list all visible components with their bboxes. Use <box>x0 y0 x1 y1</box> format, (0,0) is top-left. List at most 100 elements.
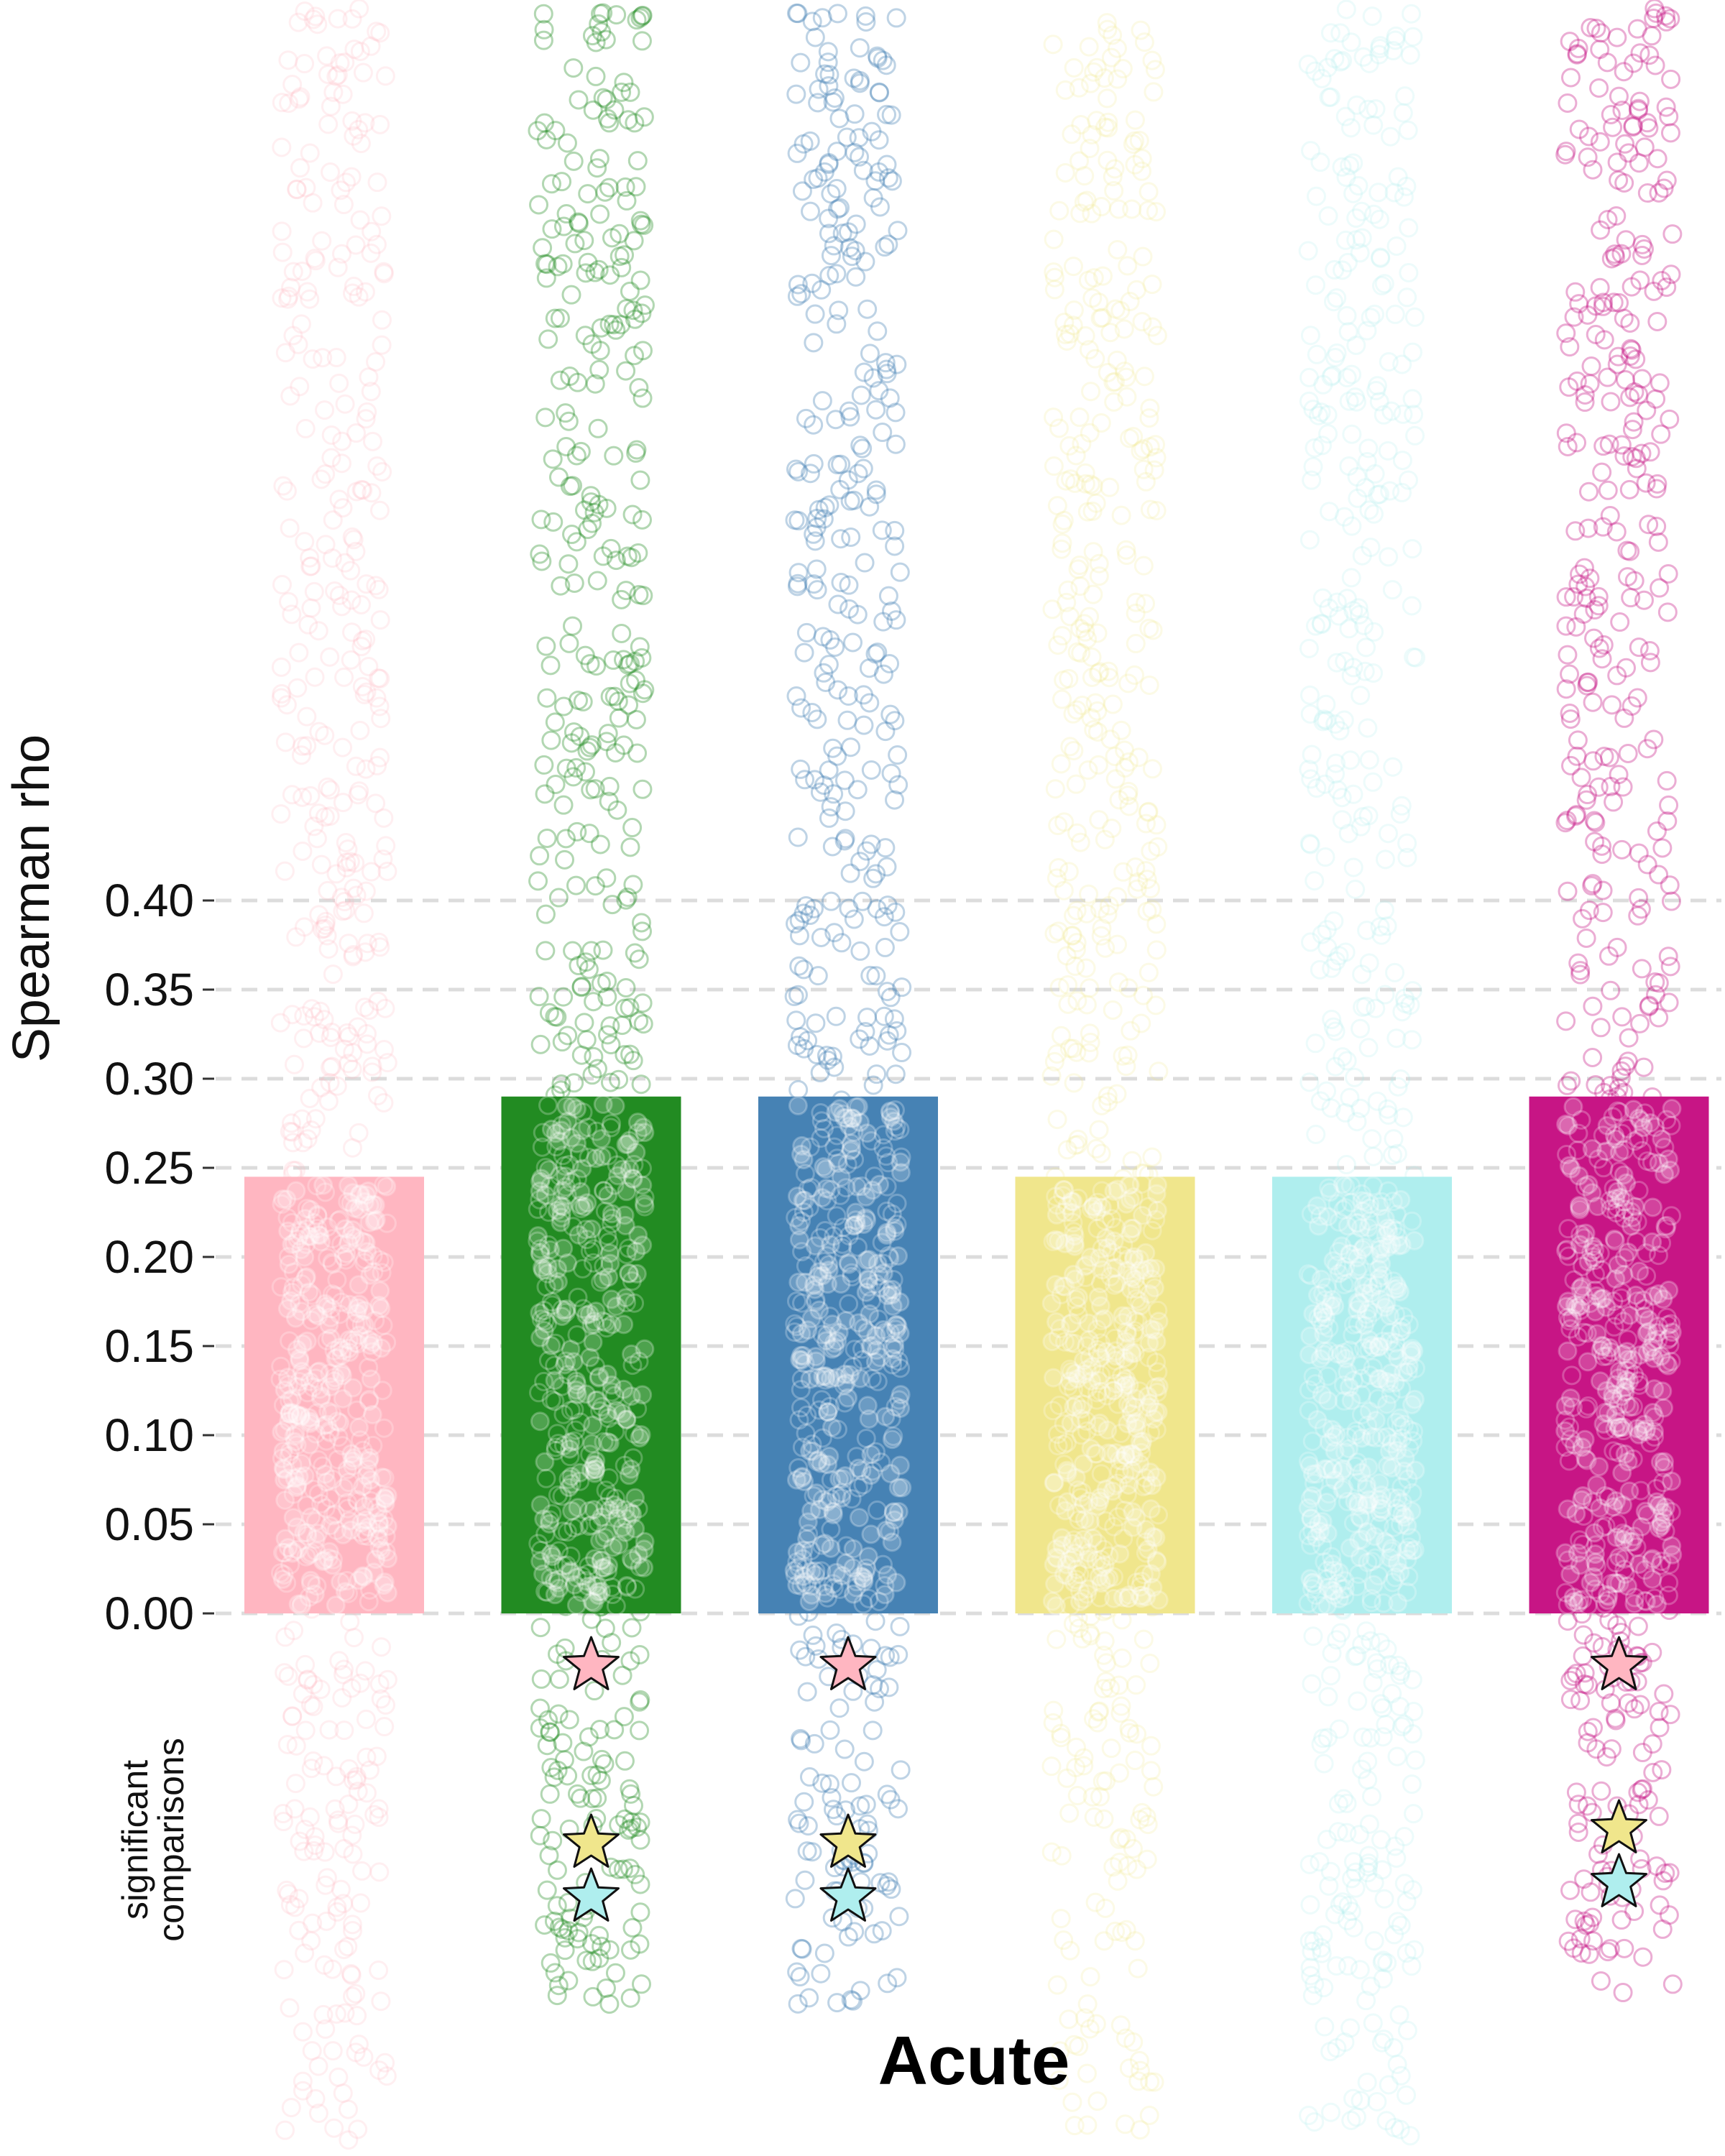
jitter-point <box>328 65 348 85</box>
jitter-point <box>1385 962 1405 982</box>
jitter-point <box>600 1016 620 1036</box>
jitter-point <box>288 334 308 354</box>
jitter-point <box>1137 870 1157 890</box>
jitter-point <box>272 242 293 262</box>
jitter-point <box>1612 1007 1632 1027</box>
jitter-point <box>1141 841 1161 861</box>
jitter-point <box>807 508 827 528</box>
jitter-point <box>868 642 888 663</box>
jitter-point <box>1143 1526 1163 1547</box>
jitter-point <box>796 408 816 428</box>
jitter-point <box>298 1670 318 1690</box>
jitter-point <box>850 147 870 167</box>
jitter-point <box>1045 779 1065 799</box>
jitter-point <box>601 1035 621 1055</box>
jitter-point <box>1650 578 1670 598</box>
jitter-point <box>530 1698 551 1718</box>
jitter-point <box>1070 1592 1090 1612</box>
jitter-point <box>539 1003 559 1023</box>
jitter-point <box>1084 1807 1104 1827</box>
jitter-point <box>547 1986 567 2006</box>
jitter-point <box>1561 1071 1581 1091</box>
jitter-point <box>618 655 638 675</box>
jitter-point <box>596 1978 616 1998</box>
jitter-point <box>1385 304 1405 324</box>
jitter-point <box>1049 201 1070 221</box>
jitter-point <box>282 1005 303 1025</box>
jitter-point <box>831 573 851 593</box>
jitter-point <box>787 1962 807 1982</box>
jitter-point <box>1115 740 1135 760</box>
jitter-point <box>277 1734 298 1754</box>
jitter-point <box>1346 880 1366 900</box>
jitter-point <box>612 589 632 609</box>
jitter-point <box>278 289 298 309</box>
jitter-point <box>1329 1263 1349 1284</box>
jitter-point <box>348 1017 368 1037</box>
jitter-point <box>860 693 880 713</box>
jitter-point <box>325 1799 345 1819</box>
jitter-point <box>855 553 875 573</box>
jitter-point <box>818 1050 838 1070</box>
jitter-point <box>1578 482 1598 502</box>
jitter-point <box>548 1976 569 1996</box>
jitter-point <box>1649 183 1669 203</box>
jitter-point <box>832 933 852 953</box>
jitter-point <box>620 1130 640 1151</box>
jitter-point <box>569 213 589 234</box>
jitter-point <box>579 959 599 980</box>
jitter-point <box>336 832 356 852</box>
jitter-point <box>290 87 310 107</box>
jitter-point <box>1312 1385 1332 1405</box>
jitter-point <box>837 710 857 730</box>
jitter-point <box>587 1788 607 1808</box>
jitter-point <box>289 89 309 109</box>
jitter-point <box>864 1924 884 1944</box>
jitter-point <box>571 441 591 461</box>
jitter-point <box>845 104 865 124</box>
jitter-point <box>332 1687 352 1708</box>
jitter-point <box>1108 1871 1128 1891</box>
jitter-point <box>346 423 367 443</box>
jitter-point <box>288 12 308 32</box>
jitter-point <box>339 1342 359 1363</box>
jitter-point <box>1044 262 1064 282</box>
jitter-point <box>854 1751 874 1772</box>
jitter-point <box>801 1501 822 1521</box>
jitter-point <box>1571 768 1591 788</box>
jitter-point <box>338 839 358 860</box>
jitter-point <box>1082 667 1102 687</box>
jitter-point <box>1310 152 1330 172</box>
jitter-point <box>1083 542 1103 562</box>
jitter-point <box>544 1767 564 1787</box>
jitter-point <box>794 642 814 663</box>
jitter-point <box>356 1783 377 1803</box>
jitter-point <box>1650 373 1670 393</box>
jitter-point <box>1055 162 1075 183</box>
jitter-point <box>890 1292 910 1312</box>
jitter-point <box>344 1198 364 1218</box>
jitter-point <box>340 1611 360 1631</box>
jitter-point <box>290 158 310 178</box>
jitter-point <box>630 8 650 28</box>
jitter-point <box>877 155 897 175</box>
jitter-point <box>1302 1464 1322 1484</box>
jitter-point <box>863 188 883 208</box>
jitter-point <box>335 1219 355 1239</box>
jitter-point <box>631 1074 651 1095</box>
jitter-point <box>806 559 827 579</box>
jitter-point <box>542 219 562 239</box>
jitter-point <box>620 673 640 694</box>
jitter-point <box>1649 1806 1669 1826</box>
jitter-point <box>332 431 352 451</box>
jitter-point <box>1138 182 1159 202</box>
jitter-point <box>1044 267 1064 287</box>
jitter-point <box>1142 759 1162 779</box>
jitter-point <box>293 2071 313 2091</box>
jitter-point <box>361 1369 381 1389</box>
jitter-point <box>1044 280 1064 300</box>
jitter-point <box>271 804 291 824</box>
jitter-point <box>574 231 594 251</box>
jitter-point <box>1075 166 1095 186</box>
jitter-point <box>867 46 887 66</box>
